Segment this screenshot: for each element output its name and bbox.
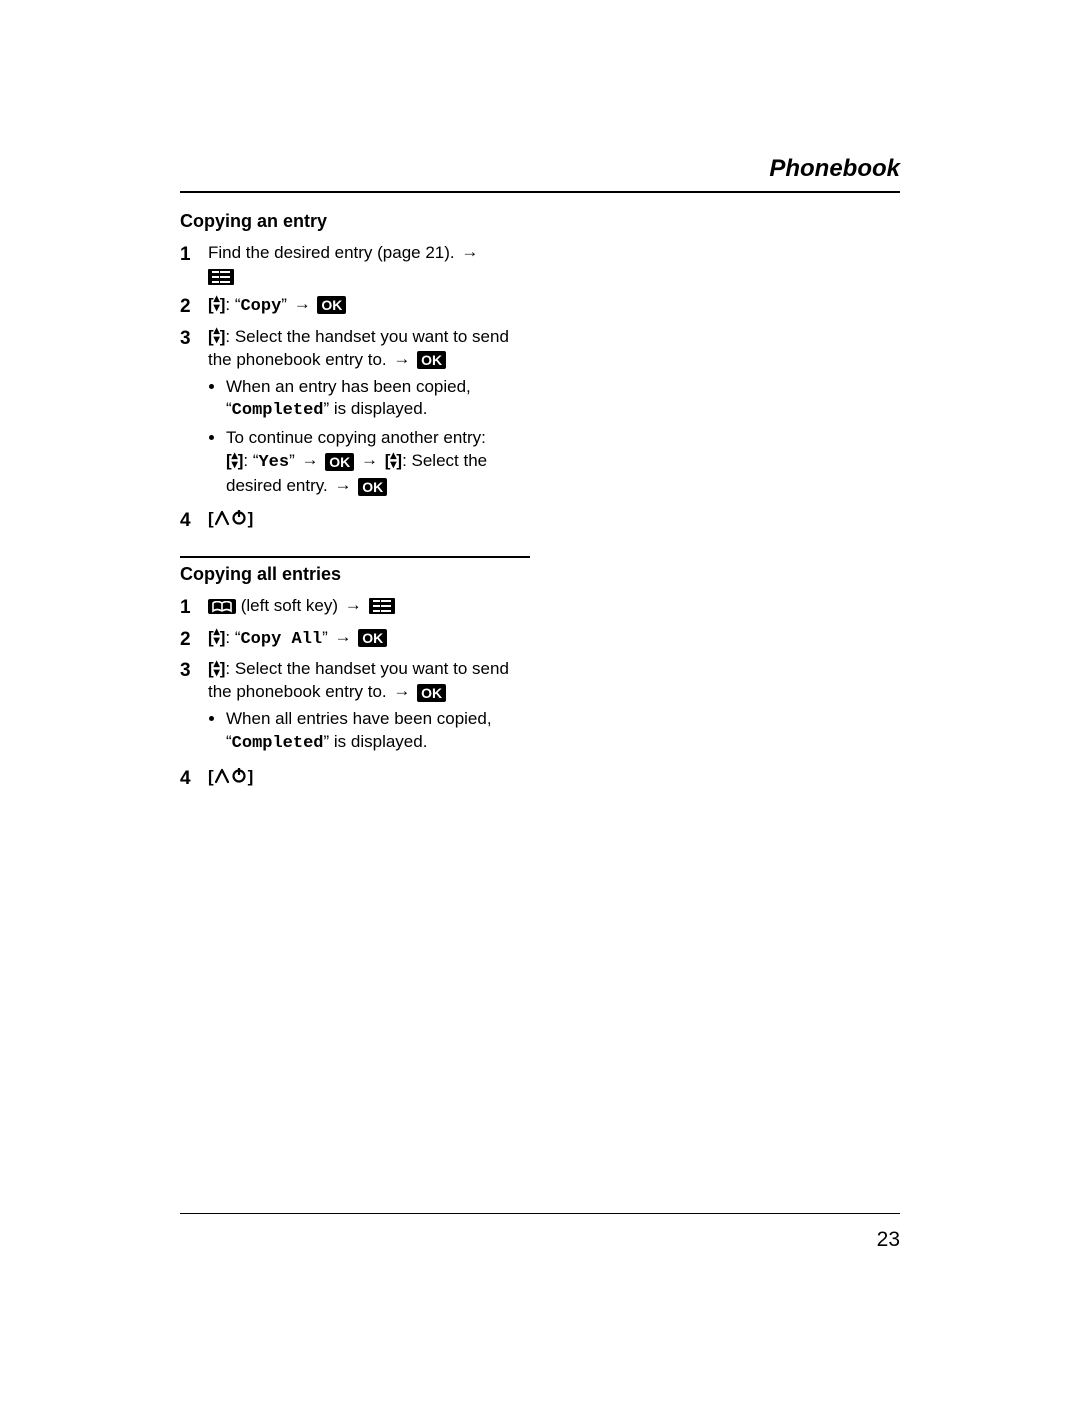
updown-icon bbox=[208, 658, 225, 681]
chapter-title: Phonebook bbox=[180, 155, 900, 193]
bullet: When all entries have been copied, “Comp… bbox=[226, 708, 530, 756]
footer-rule bbox=[180, 1213, 900, 1214]
step-b3-text: : Select the handset you want to send th… bbox=[208, 659, 509, 701]
step-b1: 1 (left soft key) → bbox=[180, 595, 530, 621]
content-column: Copying an entry 1 Find the desired entr… bbox=[180, 211, 530, 792]
step-number: 1 bbox=[180, 242, 208, 268]
ok-icon: OK bbox=[417, 684, 446, 702]
step-b1-text: (left soft key) bbox=[241, 596, 338, 615]
step-number: 1 bbox=[180, 595, 208, 621]
ok-icon: OK bbox=[358, 629, 387, 647]
step-number: 2 bbox=[180, 627, 208, 653]
menu-icon bbox=[369, 598, 395, 614]
arrow-icon: → bbox=[333, 626, 354, 649]
ok-icon: OK bbox=[417, 351, 446, 369]
step-a3: 3 : Select the handset you want to send … bbox=[180, 326, 530, 503]
arrow-icon: → bbox=[299, 449, 320, 472]
updown-icon bbox=[208, 294, 225, 317]
copyall-label: Copy All bbox=[240, 630, 322, 649]
updown-icon bbox=[208, 627, 225, 650]
arrow-icon: → bbox=[343, 594, 364, 617]
step-b4: 4 bbox=[180, 766, 530, 792]
updown-icon bbox=[226, 450, 243, 473]
arrow-icon: → bbox=[332, 474, 353, 497]
ok-icon: OK bbox=[358, 478, 387, 496]
section-rule bbox=[180, 556, 530, 558]
step-a3-bullets: When an entry has been copied, “Complete… bbox=[226, 376, 530, 499]
menu-icon bbox=[208, 269, 234, 285]
arrow-icon: → bbox=[391, 348, 412, 371]
bullet: To continue copying another entry: : “Ye… bbox=[226, 427, 530, 498]
arrow-icon: → bbox=[359, 449, 380, 472]
page-number: 23 bbox=[877, 1228, 900, 1252]
copy-label: Copy bbox=[240, 297, 281, 316]
ok-icon: OK bbox=[325, 453, 354, 471]
power-off-icon bbox=[208, 766, 253, 789]
step-a2: 2 : “Copy” → OK bbox=[180, 294, 530, 320]
step-number: 4 bbox=[180, 508, 208, 534]
section-b-steps: 1 (left soft key) → 2 : “Copy All” → OK bbox=[180, 595, 530, 792]
step-number: 3 bbox=[180, 326, 208, 352]
arrow-icon: → bbox=[391, 680, 412, 703]
step-b3-bullets: When all entries have been copied, “Comp… bbox=[226, 708, 530, 756]
arrow-icon: → bbox=[292, 293, 313, 316]
step-a1: 1 Find the desired entry (page 21). → bbox=[180, 242, 530, 288]
ok-icon: OK bbox=[317, 296, 346, 314]
step-a4: 4 bbox=[180, 508, 530, 534]
bullet: When an entry has been copied, “Complete… bbox=[226, 376, 530, 424]
step-number: 2 bbox=[180, 294, 208, 320]
step-number: 3 bbox=[180, 658, 208, 684]
step-b3: 3 : Select the handset you want to send … bbox=[180, 658, 530, 760]
page: Phonebook Copying an entry 1 Find the de… bbox=[0, 0, 1080, 1404]
arrow-icon: → bbox=[459, 241, 480, 264]
step-a1-text: Find the desired entry (page 21). bbox=[208, 243, 455, 262]
power-off-icon bbox=[208, 508, 253, 531]
step-a3-text: : Select the handset you want to send th… bbox=[208, 327, 509, 369]
step-number: 4 bbox=[180, 766, 208, 792]
updown-icon bbox=[385, 450, 402, 473]
phonebook-icon bbox=[208, 599, 236, 614]
step-b2: 2 : “Copy All” → OK bbox=[180, 627, 530, 653]
updown-icon bbox=[208, 326, 225, 349]
section-a-title: Copying an entry bbox=[180, 211, 530, 232]
section-b-title: Copying all entries bbox=[180, 564, 530, 585]
section-a-steps: 1 Find the desired entry (page 21). → 2 … bbox=[180, 242, 530, 534]
